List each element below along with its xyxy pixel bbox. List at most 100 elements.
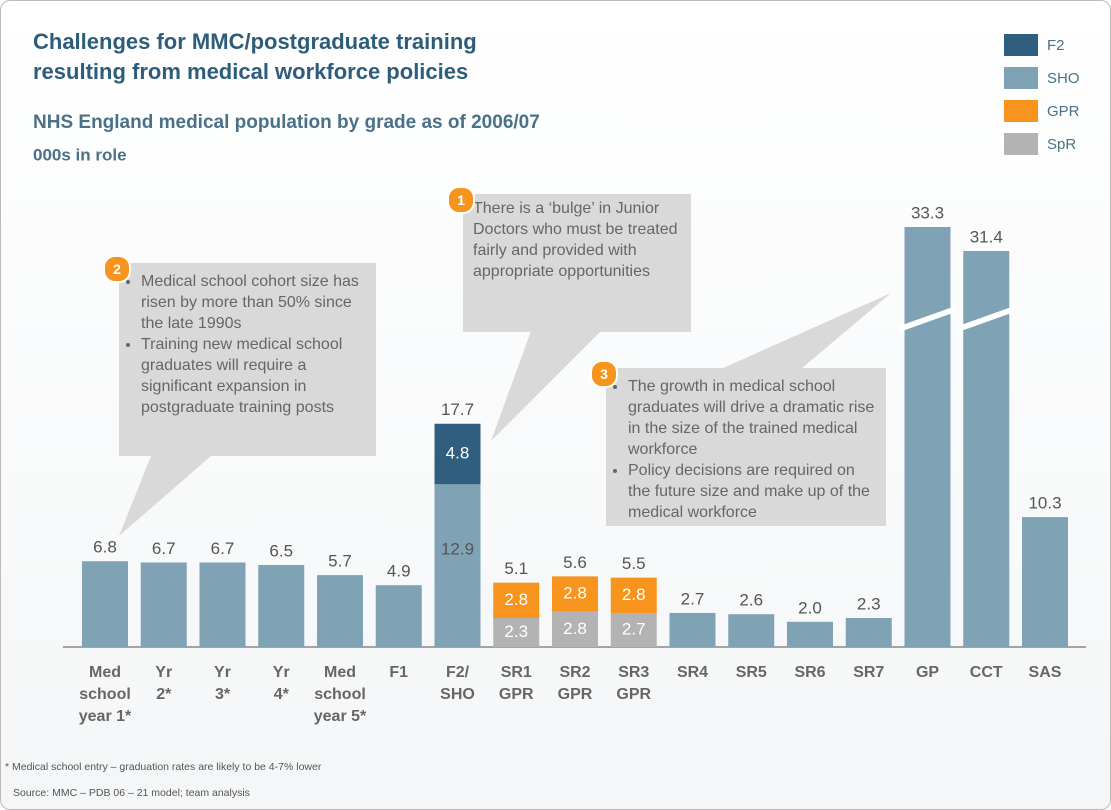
- callout-number: 2: [103, 255, 131, 283]
- x-tick-label: GP: [916, 664, 939, 681]
- legend-swatch: [1004, 133, 1038, 155]
- data-label: 10.3: [1028, 494, 1061, 513]
- bar-segment: [82, 561, 128, 647]
- data-label: 6.5: [269, 542, 293, 561]
- bar-segment: [140, 562, 187, 647]
- data-label: 6.8: [93, 538, 117, 557]
- bar-segment: [1022, 517, 1068, 647]
- legend-label: SpR: [1047, 136, 1076, 153]
- chart-title-text: resulting from medical workforce policie…: [33, 59, 468, 84]
- bar-segment: [258, 565, 305, 647]
- data-label: 33.3: [911, 203, 944, 222]
- x-tick-label: SR5: [736, 664, 767, 681]
- data-label: 12.9: [441, 539, 474, 558]
- x-tick-label: SR1: [501, 664, 532, 681]
- callout-pointer: [491, 331, 601, 441]
- total-label: 5.5: [622, 554, 646, 573]
- x-tick-label: SR2: [559, 664, 590, 681]
- axis-breaks: [899, 306, 1015, 332]
- x-tick-label: SR4: [677, 664, 708, 681]
- legend-swatch: [1004, 34, 1038, 56]
- data-label: 2.8: [622, 585, 646, 604]
- bar-segment: [199, 562, 246, 647]
- data-label: 2.8: [563, 619, 587, 638]
- data-label: 6.7: [152, 539, 176, 558]
- callout-pointer: [119, 456, 211, 536]
- callout-bullet: Medical school cohort size has risen by …: [141, 271, 366, 334]
- data-label: 31.4: [970, 227, 1003, 246]
- x-tick-label: GPR: [616, 686, 651, 703]
- legend-label: GPR: [1047, 103, 1080, 120]
- callout-list: The growth in medical school graduates w…: [616, 376, 876, 523]
- break-mark: [899, 306, 956, 332]
- bar-segment: [375, 585, 422, 647]
- break-mark: [958, 306, 1015, 332]
- data-label: 2.6: [739, 591, 763, 610]
- chart-title: Challenges for MMC/postgraduate training…: [33, 29, 477, 84]
- callout-bullet: Policy decisions are required on the fut…: [628, 460, 876, 523]
- data-label: 4.8: [446, 444, 470, 463]
- bar-segment: [552, 611, 598, 647]
- bar-segment: [669, 612, 716, 647]
- bar-segment: [317, 575, 363, 647]
- x-tick-label: year 1*: [79, 708, 132, 725]
- footnote: * Medical school entry – graduation rate…: [5, 761, 322, 773]
- x-tick-label: SHO: [440, 686, 475, 703]
- x-tick-label: CCT: [970, 664, 1003, 681]
- bar-segment: [434, 423, 481, 485]
- x-tick-label: Med: [324, 664, 356, 681]
- data-label: 2.0: [798, 598, 822, 617]
- unit-label: 000s in role: [33, 145, 127, 164]
- x-tick-label: GPR: [499, 686, 534, 703]
- bar-segment: [434, 484, 481, 647]
- callout-number: 3: [590, 360, 618, 388]
- data-label: 2.8: [504, 590, 528, 609]
- data-label: 2.7: [681, 589, 705, 608]
- total-label: 5.6: [563, 553, 587, 572]
- data-label: 2.3: [857, 594, 881, 613]
- x-tick-label: 4*: [274, 686, 290, 703]
- bar-segment: [610, 612, 657, 647]
- legend-swatch: [1004, 100, 1038, 122]
- callout-bullet: The growth in medical school graduates w…: [628, 376, 876, 460]
- x-tick-label: Med: [89, 664, 121, 681]
- bar-segment: [493, 617, 540, 647]
- total-label: 17.7: [441, 400, 474, 419]
- bar-segment: [728, 614, 775, 647]
- callout-list: Medical school cohort size has risen by …: [129, 271, 366, 418]
- bar-segment: [493, 582, 540, 618]
- callout: The growth in medical school graduates w…: [606, 368, 886, 526]
- callout-number: 1: [447, 186, 475, 214]
- source: Source: MMC – PDB 06 – 21 model; team an…: [13, 787, 250, 799]
- x-tick-label: 3*: [215, 686, 231, 703]
- x-tick-label: SAS: [1029, 664, 1062, 681]
- legend-label: SHO: [1047, 70, 1080, 87]
- x-tick-label: SR3: [618, 664, 649, 681]
- chart-title-text: Challenges for MMC/postgraduate training: [33, 29, 477, 54]
- chart-subtitle: NHS England medical population by grade …: [33, 112, 540, 133]
- x-tick-label: SR7: [853, 664, 884, 681]
- data-label: 5.7: [328, 552, 352, 571]
- data-label: 2.8: [563, 584, 587, 603]
- x-tick-label: GPR: [558, 686, 593, 703]
- x-tick-label: Yr: [273, 664, 290, 681]
- data-label: 2.3: [504, 622, 528, 641]
- x-tick-label: Yr: [214, 664, 231, 681]
- legend-swatch: [1004, 67, 1038, 89]
- bar-segment: [610, 577, 657, 613]
- bar-segment: [845, 617, 892, 647]
- data-label: 6.7: [211, 539, 235, 558]
- x-tick-label: F1: [389, 664, 408, 681]
- bar-segment: [904, 227, 951, 647]
- callout: Medical school cohort size has risen by …: [119, 263, 376, 456]
- callout-text: There is a ‘bulge’ in Junior Doctors who…: [473, 200, 678, 280]
- data-label: 2.7: [622, 619, 646, 638]
- data-label: 4.9: [387, 562, 411, 581]
- bar-segment: [552, 576, 598, 612]
- bars: [82, 227, 1068, 647]
- x-tick-label: SR6: [794, 664, 825, 681]
- x-tick-label: Yr: [155, 664, 172, 681]
- x-tick-label: 2*: [156, 686, 172, 703]
